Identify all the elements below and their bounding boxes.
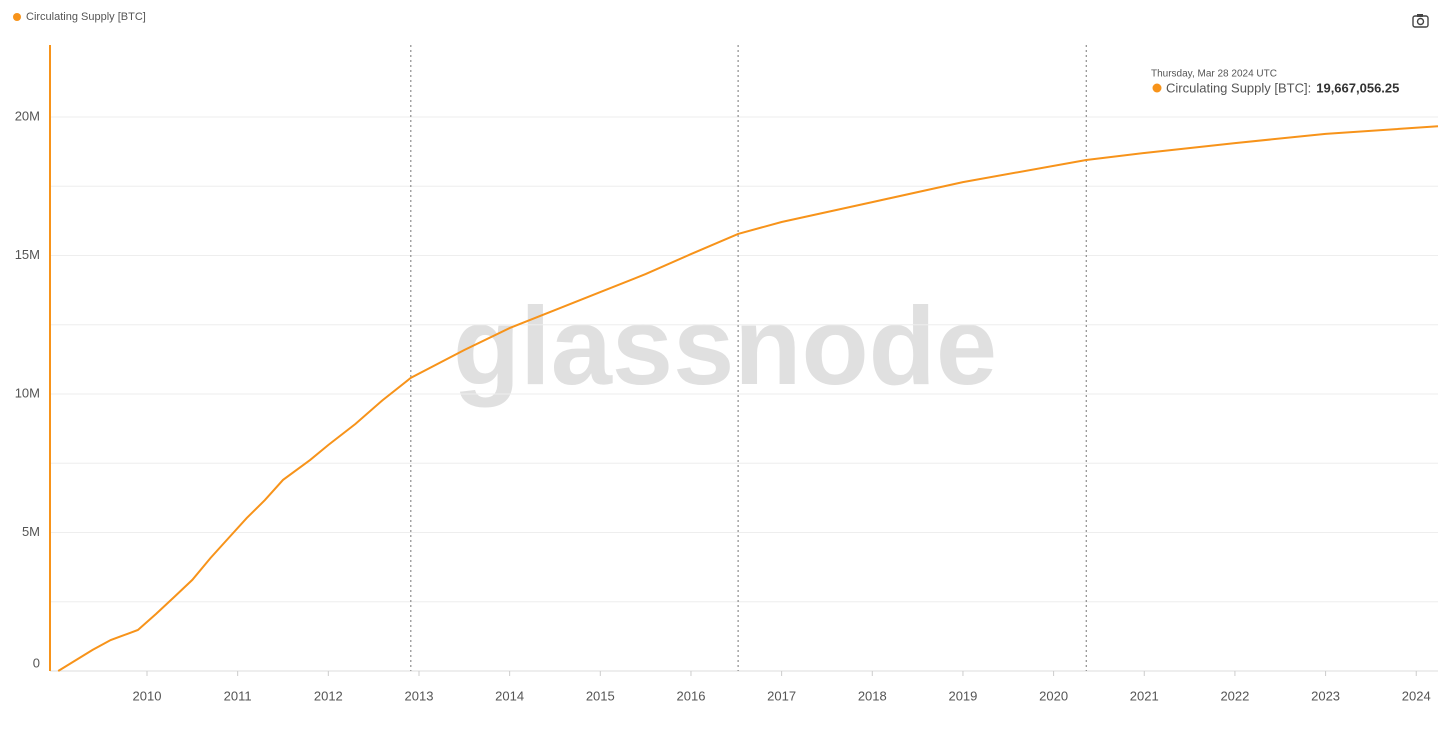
series-line [57, 125, 1439, 672]
y-tick-label: 5M [22, 524, 40, 539]
y-tick-label: 10M [15, 385, 40, 400]
x-tick-label: 2022 [1220, 688, 1249, 703]
y-tick-label: 15M [15, 247, 40, 262]
tooltip-label: Circulating Supply [BTC]: [1166, 80, 1311, 95]
camera-icon[interactable] [1412, 14, 1429, 28]
legend-label: Circulating Supply [BTC] [26, 11, 146, 23]
x-tick-label: 2015 [586, 688, 615, 703]
x-tick-label: 2024 [1402, 688, 1431, 703]
x-tick-label: 2012 [314, 688, 343, 703]
y-tick-label: 0 [33, 655, 40, 670]
x-tick-label: 2016 [677, 688, 706, 703]
x-tick-label: 2010 [133, 688, 162, 703]
x-tick-label: 2019 [948, 688, 977, 703]
x-tick-label: 2023 [1311, 688, 1340, 703]
x-tick-label: 2014 [495, 688, 524, 703]
watermark: glassnode [453, 285, 997, 408]
legend-marker [13, 13, 21, 21]
x-tick-label: 2011 [224, 688, 252, 703]
y-tick-label: 20M [15, 108, 40, 123]
x-tick-label: 2018 [858, 688, 887, 703]
tooltip-date: Thursday, Mar 28 2024 UTC [1151, 69, 1277, 80]
x-tick-label: 2021 [1130, 688, 1159, 703]
tooltip: Thursday, Mar 28 2024 UTC Circulating Su… [1151, 69, 1399, 96]
x-tick-label: 2020 [1039, 688, 1068, 703]
x-tick-label: 2013 [405, 688, 434, 703]
tooltip-value: 19,667,056.25 [1316, 80, 1399, 95]
tooltip-marker [1152, 83, 1162, 93]
x-tick-label: 2017 [767, 688, 796, 703]
